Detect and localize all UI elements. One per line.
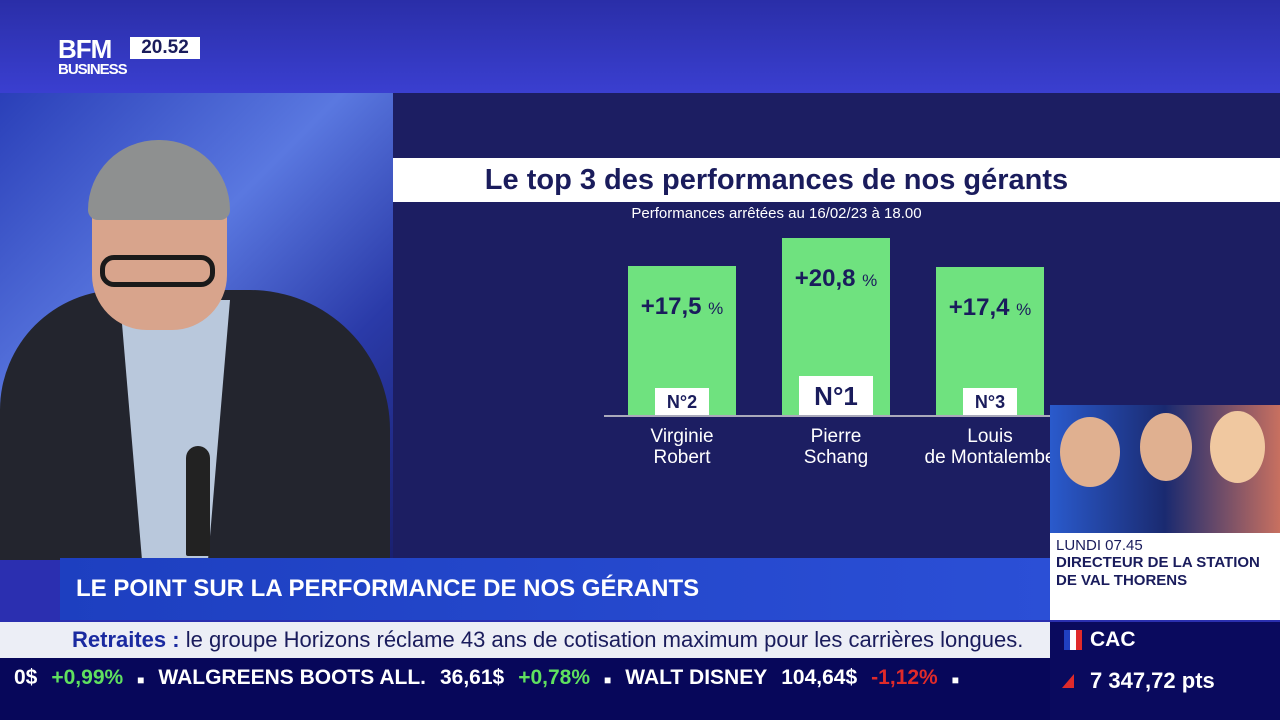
triangle-up-icon (1062, 674, 1074, 688)
graphic-subtitle: Performances arrêtées au 16/02/23 à 18.0… (631, 205, 922, 222)
lower-third-banner: LE POINT SUR LA PERFORMANCE DE NOS GÉRAN… (60, 558, 1050, 620)
ticker-name: WALT DISNEY (625, 666, 768, 689)
clock: 20.52 (130, 37, 200, 59)
rank-badge: N°2 (655, 388, 709, 416)
headline-text: le groupe Horizons réclame 43 ans de cot… (185, 627, 1024, 652)
bar-value: +17,4 % (948, 294, 1032, 322)
logo-line1: BFM (58, 34, 112, 64)
rank-badge: N°1 (799, 376, 873, 416)
ticker-separator: ■ (951, 673, 959, 687)
ticker-change: +0,78% (518, 666, 591, 689)
microphone-icon (186, 446, 210, 556)
logo-line2: BUSINESS (58, 61, 128, 78)
france-flag-icon (1064, 630, 1082, 650)
manager-name: Virginie Robert (650, 426, 714, 468)
guest-face (1210, 411, 1265, 483)
ticker-separator: ■ (604, 673, 612, 687)
manager-name: Pierre Schang (803, 426, 869, 468)
graphic-title: Le top 3 des performances de nos gérants (393, 158, 1280, 202)
index-value: 7 347,72 pts (1090, 668, 1215, 693)
top-band (0, 0, 1280, 93)
ticker-name: WALGREENS BOOTS ALL. (158, 666, 426, 689)
ticker-price: 36,61$ (439, 666, 505, 689)
guest-face (1140, 413, 1192, 481)
ticker-price: 0$ (14, 666, 38, 689)
promo-text: DIRECTEUR DE LA STATION DE VAL THORENS (1056, 554, 1260, 589)
ticker-change: -1,12% (871, 666, 938, 689)
manager-name: Louis de Montalembe (924, 426, 1056, 468)
promo-box: LUNDI 07.45 DIRECTEUR DE LA STATION DE V… (1050, 533, 1280, 620)
index-name: CAC (1090, 628, 1136, 651)
bar-value: +17,5 % (640, 293, 724, 321)
channel-logo: BFM BUSINESS (58, 34, 128, 80)
baseline (604, 415, 1068, 417)
ticker-price: 104,64$ (781, 666, 858, 689)
guest-photos (1050, 405, 1280, 533)
stock-ticker: 0$ +0,99% ■ WALGREENS BOOTS ALL. 36,61$ +0,78… (0, 658, 1050, 720)
promo-day: LUNDI 07.45 (1056, 537, 1143, 554)
guest-face (1060, 417, 1120, 487)
rank-badge: N°3 (963, 388, 1017, 416)
bar-value: +20,8 % (794, 265, 878, 292)
headline-label: Retraites : (72, 627, 180, 652)
headline-strip: Retraites : le groupe Horizons réclame 4… (0, 622, 1050, 658)
index-box: CAC 7 347,72 pts (1050, 622, 1280, 720)
ticker-separator: ■ (137, 673, 145, 687)
ticker-change: +0,99% (51, 666, 124, 689)
glasses (100, 255, 215, 287)
